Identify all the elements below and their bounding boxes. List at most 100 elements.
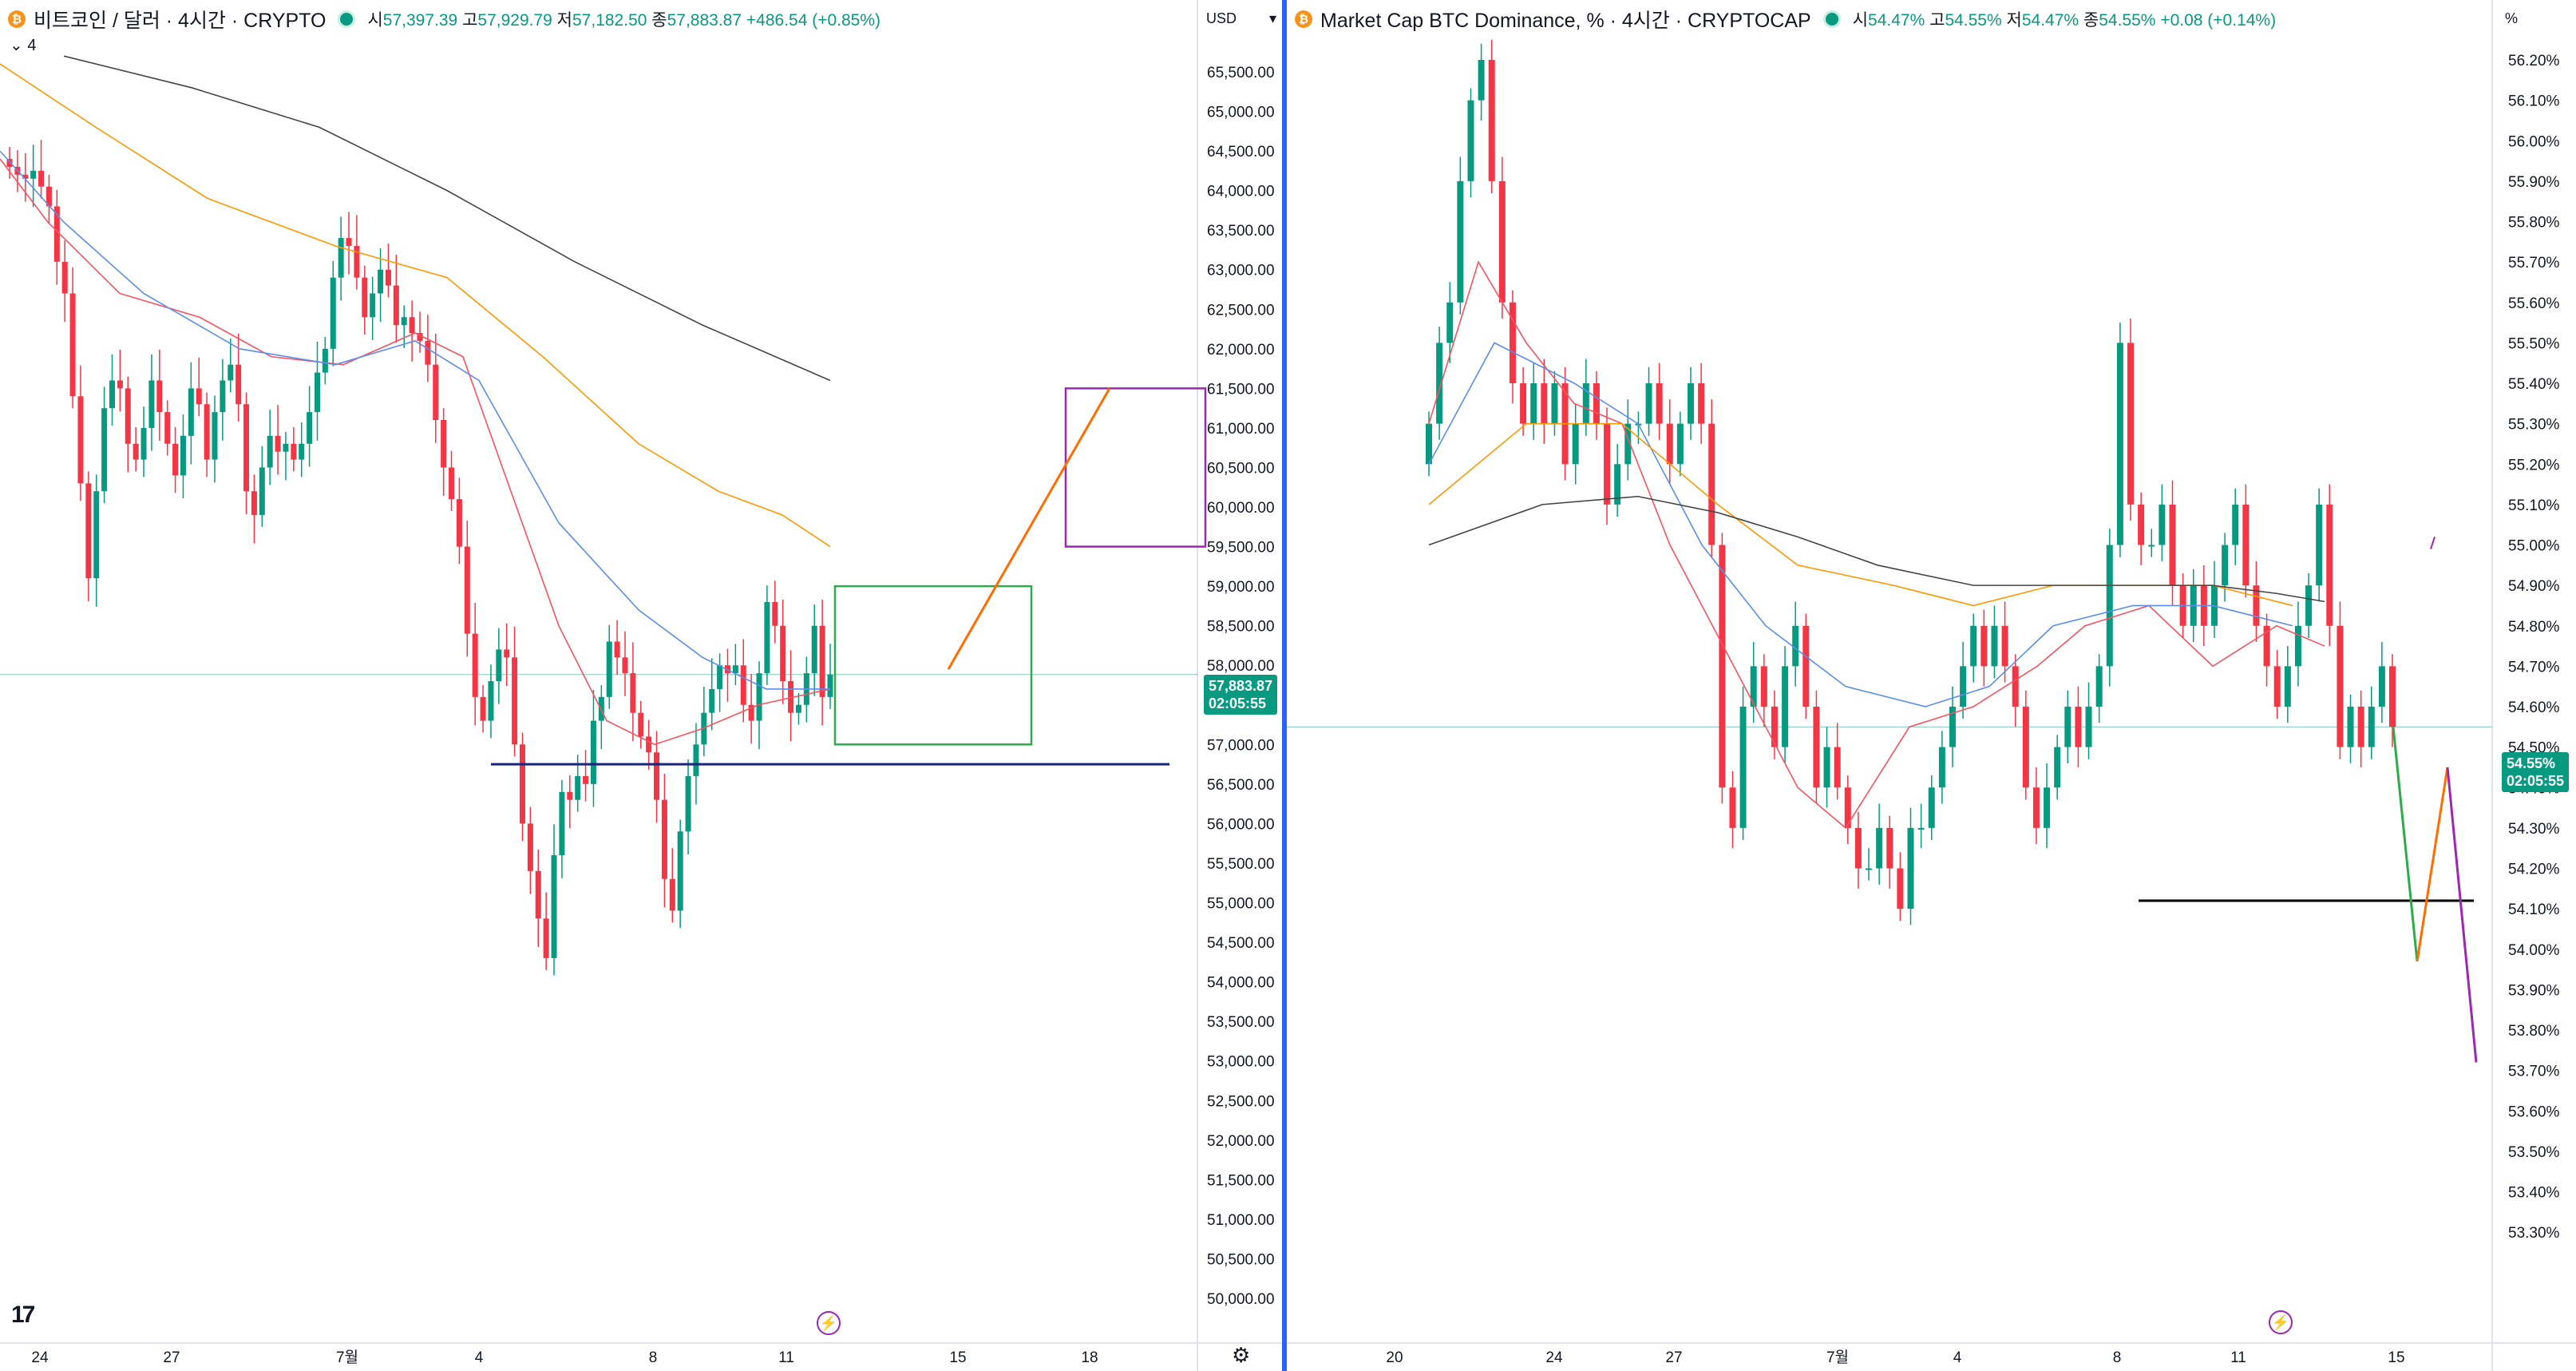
- candle-body: [661, 799, 667, 879]
- change-value: +0.08 (+0.14%): [2160, 11, 2277, 30]
- change-value: +486.54 (+0.85%): [746, 11, 881, 30]
- btc-dominance-chart-pane[interactable]: 56.20% 56.10% 56.00% 55.90% 55.80% 55.70% 55.6…: [1287, 0, 2576, 1371]
- candle-body: [1823, 747, 1830, 788]
- price-tick-label: 53.90%: [2508, 982, 2560, 999]
- lightning-icon[interactable]: ⚡: [2269, 1310, 2293, 1334]
- candle-body: [1991, 625, 1998, 667]
- candle-body: [2316, 504, 2323, 586]
- price-tick-label: 54.20%: [2508, 862, 2560, 878]
- candle-body: [220, 380, 226, 413]
- price-tick-label: 59,000.00: [1207, 579, 1275, 596]
- candle-body: [196, 388, 202, 405]
- candle-body: [732, 665, 738, 674]
- candle-body: [1739, 707, 1747, 828]
- price-tick-label: 55,500.00: [1207, 856, 1275, 873]
- settings-icon[interactable]: ⚙: [1232, 1343, 1251, 1367]
- price-tick-label: 55.70%: [2508, 255, 2560, 271]
- time-tick-label: 15: [2388, 1349, 2404, 1366]
- candle-body: [172, 443, 179, 476]
- candle-body: [235, 364, 242, 405]
- candle-body: [1488, 60, 1495, 181]
- candle-body: [1886, 827, 1893, 869]
- candle-body: [685, 775, 691, 832]
- chevron-down-icon: ⌄: [10, 37, 23, 54]
- candle-body: [1676, 423, 1684, 465]
- candle-body: [140, 427, 147, 460]
- candle-body: [788, 681, 794, 713]
- tradingview-logo[interactable]: 17: [11, 1302, 35, 1328]
- candle-body: [827, 674, 833, 697]
- ma-200-line: [63, 55, 831, 382]
- chevron-down-icon: ▾: [1268, 10, 1276, 26]
- market-open-indicator: [340, 13, 354, 26]
- chart-legend: ₿ 비트코인 / 달러 · 4시간 · CRYPTO 시57,397.39 고5…: [8, 5, 880, 34]
- currency-select[interactable]: USD ▾: [1201, 5, 1281, 32]
- candle-body: [1698, 383, 1705, 424]
- candle-body: [1572, 423, 1579, 465]
- time-tick-label: 7월: [1826, 1349, 1849, 1366]
- price-tick-label: 61,000.00: [1207, 421, 1275, 438]
- unit-select[interactable]: %: [2505, 10, 2519, 26]
- btc-dominance-chart-canvas[interactable]: 56.20% 56.10% 56.00% 55.90% 55.80% 55.70% 55.6…: [1287, 0, 2576, 1371]
- candle-body: [299, 443, 305, 460]
- candle-body: [1750, 666, 1757, 707]
- candle-body: [1938, 747, 1945, 788]
- candle-body: [180, 435, 186, 476]
- btc-usd-chart-canvas[interactable]: 65,500.00 65,000.00 64,500.00 64,000.00 63,5…: [0, 0, 1282, 1371]
- price-tick-label: 62,500.00: [1207, 302, 1275, 319]
- price-tick-label: 55.10%: [2508, 497, 2560, 514]
- symbol-title[interactable]: Market Cap BTC Dominance, % · 4시간 · CRYP…: [1320, 10, 1811, 32]
- price-tick-label: 60,500.00: [1207, 460, 1275, 477]
- candle-body: [1520, 383, 1527, 424]
- pane-divider[interactable]: [1282, 0, 1287, 1371]
- candle-body: [69, 293, 76, 397]
- price-tick-label: 64,000.00: [1207, 184, 1275, 200]
- ohlc-values: 시57,397.39 고57,929.79 저57,182.50 종57,883…: [367, 11, 881, 30]
- target-box-purple: [1064, 387, 1207, 548]
- candle-body: [315, 372, 320, 413]
- price-tick-label: 54.30%: [2508, 821, 2560, 838]
- ema-mid-line: [0, 150, 830, 690]
- candle-body: [1645, 383, 1652, 424]
- market-open-indicator: [1825, 13, 1838, 26]
- indicator-toggle[interactable]: ⌄ 4: [10, 37, 37, 54]
- symbol-title[interactable]: 비트코인 / 달러 · 4시간 · CRYPTO: [34, 10, 326, 32]
- candle-body: [393, 285, 399, 326]
- candle-body: [575, 775, 581, 800]
- candle-body: [125, 388, 131, 444]
- candle-body: [1854, 827, 1862, 869]
- candle-body: [1792, 625, 1799, 667]
- candle-body: [2138, 504, 2145, 545]
- lightning-icon[interactable]: ⚡: [817, 1311, 841, 1335]
- bitcoin-icon: ₿: [8, 10, 26, 28]
- candle-body: [2095, 666, 2103, 707]
- price-tick-label: 59,500.00: [1207, 540, 1275, 557]
- price-tick-label: 53.40%: [2508, 1185, 2560, 1202]
- projection-down-leg: [2392, 727, 2419, 962]
- candle-body: [504, 649, 510, 658]
- candle-body: [30, 170, 37, 179]
- candle-body: [378, 269, 384, 294]
- candle-body: [795, 704, 801, 713]
- candle-body: [2347, 707, 2354, 747]
- candle-body: [764, 601, 770, 674]
- btc-usd-chart-pane[interactable]: 65,500.00 65,000.00 64,500.00 64,000.00 63,5…: [0, 0, 1282, 1371]
- candle-body: [512, 657, 518, 745]
- candle-body: [283, 443, 289, 452]
- candle-body: [1771, 707, 1778, 747]
- candle-body: [1446, 302, 1454, 343]
- candle-body: [488, 681, 494, 721]
- candle-body: [646, 736, 652, 753]
- time-tick-label: 24: [31, 1349, 49, 1366]
- candle-body: [1782, 666, 1789, 747]
- candle-body: [22, 174, 29, 179]
- candle-body: [2064, 707, 2071, 747]
- projection-arrow: [947, 387, 1111, 670]
- candle-body: [441, 420, 447, 468]
- price-tick-label: 63,500.00: [1207, 223, 1275, 240]
- price-tick-label: 54,000.00: [1207, 975, 1275, 992]
- price-tick-label: 55.40%: [2508, 376, 2560, 393]
- candle-body: [2044, 787, 2051, 828]
- chart-legend: ₿ Market Cap BTC Dominance, % · 4시간 · CR…: [1295, 5, 2276, 34]
- candle-body: [559, 791, 565, 856]
